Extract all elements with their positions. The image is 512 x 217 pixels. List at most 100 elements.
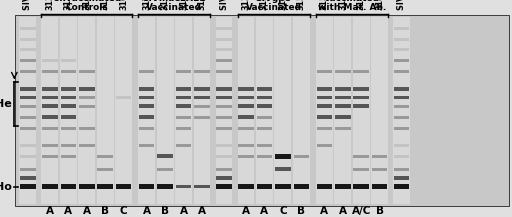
Bar (394, 105, 410, 108)
Bar (157, 17, 174, 204)
Bar (60, 17, 77, 204)
Text: 31533: 31533 (260, 0, 269, 10)
Bar (353, 104, 369, 108)
Bar (176, 144, 191, 147)
Bar (216, 59, 232, 62)
Bar (176, 185, 191, 188)
Bar (216, 70, 232, 73)
Text: Ho: Ho (0, 182, 12, 192)
Bar (335, 87, 351, 91)
Bar (42, 96, 58, 99)
Bar (139, 70, 155, 73)
Bar (41, 17, 58, 204)
Bar (60, 96, 76, 99)
Bar (238, 104, 254, 108)
Bar (42, 70, 58, 73)
Bar (274, 17, 291, 204)
Bar (216, 96, 232, 99)
Bar (60, 70, 76, 73)
Text: 31378: 31378 (242, 0, 250, 10)
Bar (394, 48, 410, 51)
Text: with Mat. Ab.: with Mat. Ab. (318, 3, 386, 12)
Bar (394, 144, 410, 147)
Bar (139, 127, 155, 130)
Bar (394, 184, 410, 189)
Bar (194, 70, 210, 73)
Bar (353, 17, 370, 204)
Text: B: B (161, 206, 169, 216)
Bar (97, 155, 113, 158)
Bar (293, 155, 309, 158)
Text: 31540: 31540 (279, 0, 287, 10)
Text: 31608: 31608 (119, 0, 128, 10)
Bar (216, 155, 232, 158)
Bar (334, 17, 351, 204)
Bar (176, 70, 191, 73)
Bar (353, 168, 369, 171)
Bar (353, 96, 369, 99)
Bar (60, 127, 76, 130)
Text: SIV251 V.S.: SIV251 V.S. (397, 0, 406, 10)
Bar (238, 115, 254, 119)
Text: 31780: 31780 (198, 0, 206, 10)
Bar (372, 168, 388, 171)
Text: A/C: A/C (352, 206, 371, 216)
Text: A: A (339, 206, 347, 216)
Bar (19, 17, 36, 204)
Text: Controls: Controls (66, 3, 108, 12)
Bar (335, 184, 351, 189)
Bar (194, 87, 210, 91)
Bar (60, 184, 76, 189)
Text: 31542: 31542 (297, 0, 306, 10)
Text: 31856: 31856 (375, 0, 384, 10)
Bar (335, 70, 351, 73)
Bar (115, 17, 132, 204)
Bar (393, 17, 410, 204)
Text: 31777: 31777 (142, 0, 151, 10)
Bar (257, 184, 272, 189)
Bar (394, 70, 410, 73)
Bar (238, 17, 254, 204)
Bar (116, 184, 132, 189)
Bar (335, 127, 351, 130)
Bar (20, 48, 36, 51)
Text: A: A (83, 206, 91, 216)
Bar (20, 105, 36, 108)
Bar (194, 105, 210, 108)
Bar (20, 176, 36, 180)
Bar (257, 155, 272, 158)
Bar (256, 17, 273, 204)
Bar (216, 144, 232, 147)
Bar (79, 144, 95, 147)
Bar (97, 168, 113, 171)
Bar (316, 127, 332, 130)
Text: 31526: 31526 (320, 0, 329, 10)
Text: A: A (143, 206, 151, 216)
Bar (60, 59, 76, 62)
Bar (139, 184, 155, 189)
Bar (257, 87, 272, 91)
Bar (20, 168, 36, 171)
Bar (394, 168, 410, 171)
Bar (316, 96, 332, 99)
Bar (353, 70, 369, 73)
Text: 31732: 31732 (338, 0, 347, 10)
Bar (139, 115, 155, 119)
Bar (216, 38, 232, 41)
Bar (353, 155, 369, 158)
Text: Unvaccinated: Unvaccinated (52, 0, 121, 3)
Bar (238, 144, 254, 147)
Text: A: A (180, 206, 187, 216)
Text: He: He (0, 99, 12, 109)
Text: Vaccinated: Vaccinated (246, 3, 302, 12)
Bar (20, 27, 36, 30)
Text: C: C (279, 206, 287, 216)
Bar (216, 127, 232, 130)
Bar (238, 184, 254, 189)
Bar (176, 96, 191, 99)
Text: 31321: 31321 (64, 0, 73, 10)
Bar (394, 27, 410, 30)
Bar (293, 17, 310, 204)
Text: B: B (297, 206, 305, 216)
Bar (335, 115, 351, 119)
